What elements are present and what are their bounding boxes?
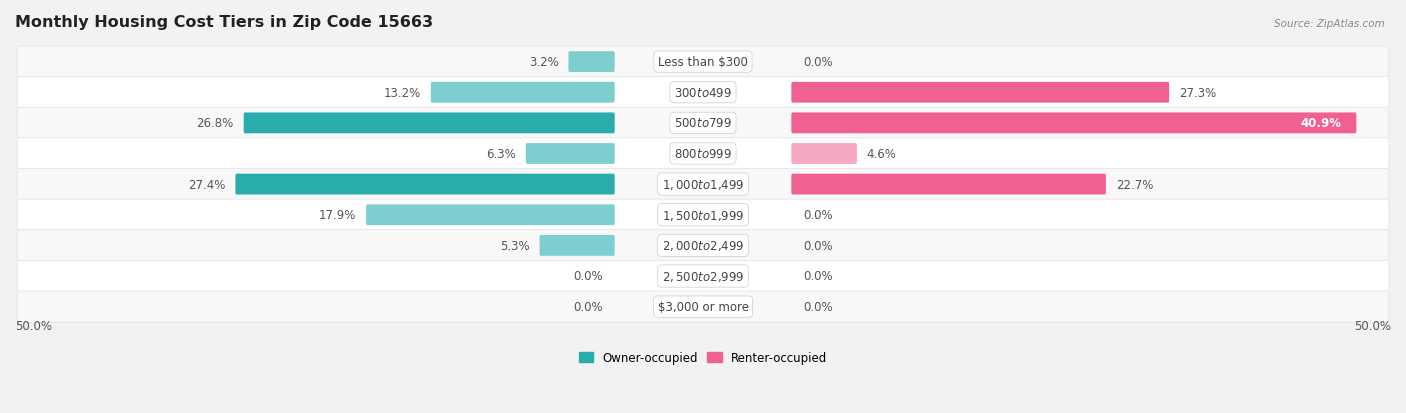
- Text: 22.7%: 22.7%: [1116, 178, 1153, 191]
- Text: 27.3%: 27.3%: [1180, 87, 1216, 100]
- Text: $2,500 to $2,999: $2,500 to $2,999: [662, 269, 744, 283]
- Text: 0.0%: 0.0%: [572, 270, 603, 283]
- Text: 0.0%: 0.0%: [803, 56, 834, 69]
- FancyBboxPatch shape: [17, 108, 1389, 139]
- FancyBboxPatch shape: [17, 169, 1389, 200]
- FancyBboxPatch shape: [792, 83, 1170, 103]
- Text: 50.0%: 50.0%: [1354, 319, 1391, 332]
- Text: 17.9%: 17.9%: [319, 209, 356, 222]
- Text: 5.3%: 5.3%: [501, 239, 530, 252]
- Text: 13.2%: 13.2%: [384, 87, 420, 100]
- Legend: Owner-occupied, Renter-occupied: Owner-occupied, Renter-occupied: [574, 347, 832, 369]
- Text: 0.0%: 0.0%: [803, 270, 834, 283]
- FancyBboxPatch shape: [17, 138, 1389, 170]
- Text: Less than $300: Less than $300: [658, 56, 748, 69]
- FancyBboxPatch shape: [430, 83, 614, 103]
- FancyBboxPatch shape: [792, 113, 1357, 134]
- FancyBboxPatch shape: [17, 261, 1389, 292]
- FancyBboxPatch shape: [792, 174, 1107, 195]
- Text: 26.8%: 26.8%: [197, 117, 233, 130]
- Text: $1,500 to $1,999: $1,500 to $1,999: [662, 208, 744, 222]
- FancyBboxPatch shape: [17, 47, 1389, 78]
- Text: 40.9%: 40.9%: [1301, 117, 1341, 130]
- Text: $500 to $799: $500 to $799: [673, 117, 733, 130]
- Text: $300 to $499: $300 to $499: [673, 87, 733, 100]
- Text: 3.2%: 3.2%: [529, 56, 558, 69]
- Text: $800 to $999: $800 to $999: [673, 147, 733, 161]
- Text: 0.0%: 0.0%: [803, 239, 834, 252]
- Text: $2,000 to $2,499: $2,000 to $2,499: [662, 239, 744, 253]
- FancyBboxPatch shape: [792, 144, 856, 164]
- Text: 27.4%: 27.4%: [188, 178, 225, 191]
- Text: Source: ZipAtlas.com: Source: ZipAtlas.com: [1274, 19, 1385, 28]
- Text: Monthly Housing Cost Tiers in Zip Code 15663: Monthly Housing Cost Tiers in Zip Code 1…: [15, 15, 433, 30]
- FancyBboxPatch shape: [17, 230, 1389, 261]
- Text: 0.0%: 0.0%: [803, 300, 834, 313]
- Text: 6.3%: 6.3%: [486, 147, 516, 161]
- FancyBboxPatch shape: [540, 235, 614, 256]
- FancyBboxPatch shape: [17, 77, 1389, 109]
- Text: 50.0%: 50.0%: [15, 319, 52, 332]
- Text: 0.0%: 0.0%: [803, 209, 834, 222]
- Text: $1,000 to $1,499: $1,000 to $1,499: [662, 178, 744, 192]
- Text: $3,000 or more: $3,000 or more: [658, 300, 748, 313]
- FancyBboxPatch shape: [243, 113, 614, 134]
- FancyBboxPatch shape: [17, 199, 1389, 231]
- Text: 0.0%: 0.0%: [572, 300, 603, 313]
- Text: 4.6%: 4.6%: [866, 147, 897, 161]
- FancyBboxPatch shape: [17, 291, 1389, 323]
- FancyBboxPatch shape: [568, 52, 614, 73]
- FancyBboxPatch shape: [366, 205, 614, 225]
- FancyBboxPatch shape: [526, 144, 614, 164]
- FancyBboxPatch shape: [235, 174, 614, 195]
